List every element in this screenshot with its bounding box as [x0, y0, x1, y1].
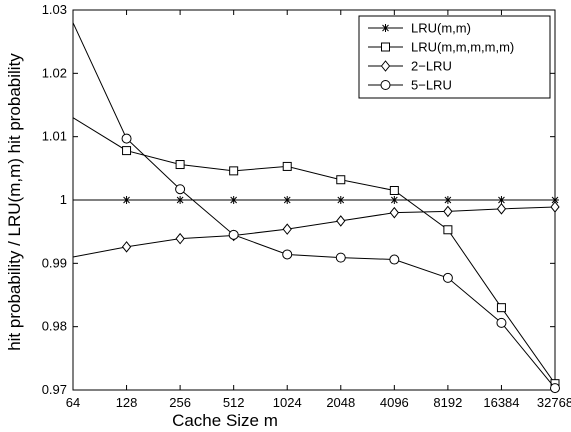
data-point: [282, 161, 292, 171]
data-point: [336, 196, 345, 204]
legend-marker: [380, 80, 391, 90]
x-tick-label: 32768: [537, 395, 571, 410]
y-tick-label: 0.97: [42, 382, 67, 397]
axes-layer: 64 128 256 512 1024 2048 4096 8192 16384 32768 0.9…: [42, 2, 571, 410]
legend-item: LRU(m,m,m,m,m): [368, 40, 514, 55]
legend-marker-stroke: [382, 24, 389, 32]
y-tick-label: 0.99: [42, 255, 67, 270]
data-point: [389, 186, 399, 195]
series-2: [72, 117, 560, 389]
data-point: [496, 303, 506, 313]
legend-box: [358, 15, 551, 99]
x-tick-label: 512: [223, 395, 245, 410]
data-point: [121, 241, 132, 253]
x-tick-label: 8192: [433, 395, 462, 410]
legend-marker: [381, 42, 390, 52]
data-point: [389, 206, 399, 219]
series-3: [72, 201, 560, 258]
data-point-stroke: [123, 196, 130, 204]
data-point: [121, 133, 132, 144]
legend-marker: [380, 60, 391, 72]
x-tick-label: 64: [66, 395, 80, 410]
data-point: [443, 196, 452, 204]
data-point: [443, 225, 453, 235]
x-tick-label: 16384: [483, 395, 519, 410]
data-point: [496, 203, 507, 215]
data-point: [122, 196, 131, 204]
series-line: [72, 117, 556, 384]
data-point-stroke: [551, 196, 559, 204]
data-point-stroke: [498, 196, 505, 204]
legend-item: 5−LRU: [368, 78, 452, 93]
legend-label: LRU(m,m): [411, 21, 471, 36]
data-point: [443, 205, 453, 218]
data-point-stroke: [390, 196, 398, 204]
y-tick-label: 1: [60, 192, 67, 207]
y-tick-label: 0.98: [42, 319, 67, 334]
data-point-stroke: [283, 196, 291, 204]
data-point-stroke: [176, 196, 184, 204]
y-axis-label: hit probability / LRU(m,m) hit probabili…: [5, 53, 24, 351]
legend-marker: [381, 24, 390, 32]
data-point-stroke: [230, 196, 238, 204]
y-tick-label: 1.02: [42, 65, 67, 80]
x-tick-label: 256: [169, 395, 191, 410]
series-1: [73, 196, 559, 204]
data-point: [176, 196, 185, 204]
data-point: [550, 201, 560, 213]
x-tick-label: 2048: [326, 395, 355, 410]
data-point: [228, 229, 239, 240]
data-point: [175, 184, 186, 195]
data-point: [336, 215, 346, 227]
legend-item: 2−LRU: [368, 59, 452, 74]
data-point: [497, 196, 506, 204]
data-point: [496, 317, 507, 328]
data-point: [229, 166, 239, 176]
x-tick-label: 1024: [273, 395, 302, 410]
series-layer: [72, 22, 560, 394]
data-point: [551, 196, 559, 204]
x-tick-label: 4096: [380, 395, 409, 410]
legend-label: 2−LRU: [411, 59, 452, 74]
data-point: [175, 232, 185, 245]
series-4: [72, 22, 560, 394]
data-point: [550, 383, 560, 394]
data-point: [282, 223, 292, 235]
legend-label: LRU(m,m,m,m,m): [411, 40, 514, 55]
data-point: [229, 196, 238, 204]
data-point: [122, 146, 132, 156]
data-point: [442, 272, 453, 283]
y-tick-label: 1.03: [42, 2, 67, 17]
y-tick-label: 1.01: [42, 129, 67, 144]
data-point: [389, 254, 400, 265]
legend-label: 5−LRU: [411, 78, 452, 93]
data-point: [175, 160, 185, 170]
data-point: [336, 175, 346, 185]
data-point-stroke: [444, 196, 452, 204]
data-point: [335, 252, 346, 263]
data-point: [283, 196, 292, 204]
data-point: [282, 249, 293, 260]
legend-item: LRU(m,m): [368, 21, 471, 36]
series-line: [72, 22, 556, 389]
data-point: [390, 196, 399, 204]
x-tick-label: 128: [116, 395, 138, 410]
data-point-stroke: [337, 196, 345, 204]
x-axis-label: Cache Size m: [172, 411, 278, 430]
legend: LRU(m,m) LRU(m,m,m,m,m) 2−LRU 5−LRU: [358, 15, 551, 99]
series-line: [72, 206, 556, 258]
